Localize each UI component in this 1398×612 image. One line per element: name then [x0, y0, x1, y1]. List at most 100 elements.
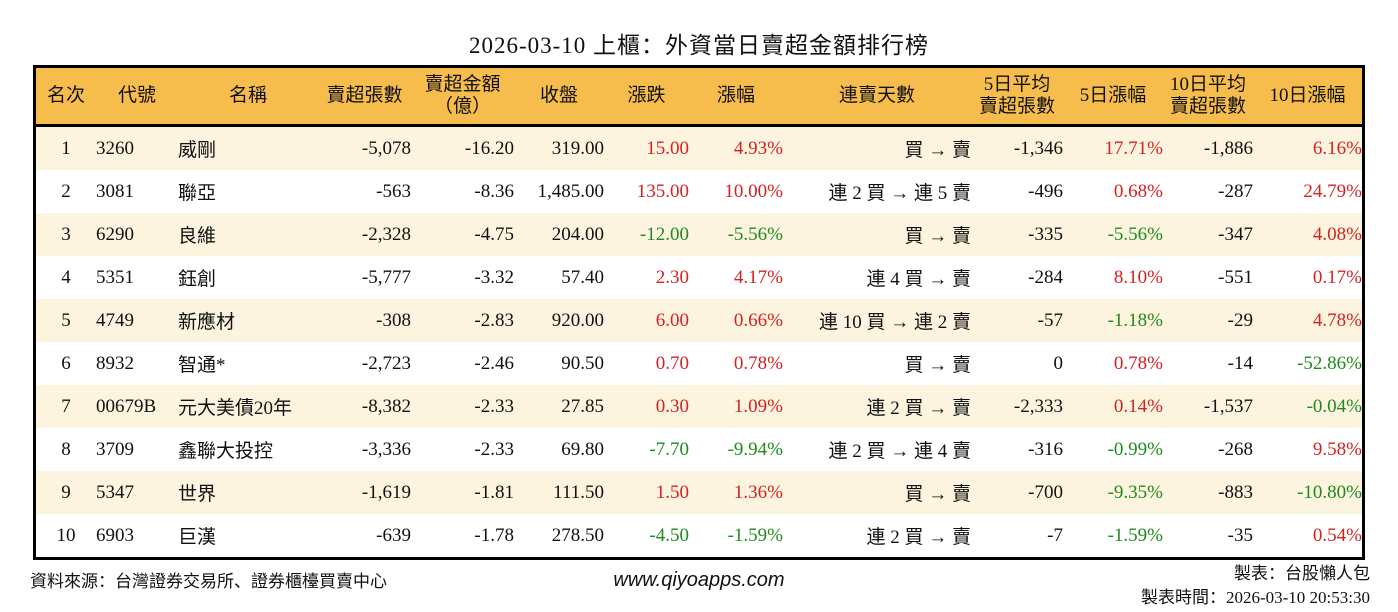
cell-name: 威剛	[178, 140, 217, 161]
cell-name: 新應材	[178, 312, 236, 333]
cell-change_pct: -1.59%	[727, 524, 783, 546]
cell-sell_volume: -639	[376, 524, 411, 546]
cell-avg10: -14	[1227, 352, 1253, 374]
cell-streak: 買 → 賣	[904, 140, 971, 161]
cell-code: 6903	[96, 524, 134, 546]
cell-avg5: -335	[1028, 223, 1063, 245]
cell-rank: 5	[61, 309, 71, 331]
cell-change: 2.30	[655, 266, 689, 288]
cell-change_pct: 0.66%	[733, 309, 783, 331]
made-time-note: 製表時間：2026-03-10 20:53:30	[1140, 588, 1370, 607]
cell-change_pct: 1.36%	[733, 481, 783, 503]
cell-pct5: -5.56%	[1107, 223, 1163, 245]
maker-note: 製表：台股懶人包	[1234, 564, 1370, 583]
col-header-rank: 名次	[46, 85, 85, 107]
cell-pct5: -9.35%	[1107, 481, 1163, 503]
cell-avg5: 0	[1053, 352, 1064, 374]
cell-avg10: -268	[1218, 438, 1253, 460]
cell-pct10: -0.04%	[1306, 395, 1362, 417]
cell-sell_amount: -2.46	[474, 352, 514, 374]
cell-sell_amount: -2.33	[474, 438, 514, 460]
cell-close: 111.50	[553, 481, 604, 503]
table-body: 1 3260 威剛 -5,078 -16.20 319.00 15.00 4.93% 買 → 賣…	[34, 125, 1364, 559]
cell-close: 1,485.00	[537, 180, 605, 202]
cell-code: 3709	[96, 438, 134, 460]
cell-rank: 7	[61, 395, 71, 417]
cell-name: 世界	[178, 484, 217, 505]
cell-change: -7.70	[649, 438, 689, 460]
cell-rank: 1	[61, 137, 71, 159]
col-header-code: 代號	[117, 85, 156, 107]
cell-name: 元大美債20年	[178, 398, 293, 419]
table-row: 1 3260 威剛 -5,078 -16.20 319.00 15.00 4.93% 買 → 賣…	[34, 125, 1364, 170]
cell-code: 00679B	[96, 395, 157, 417]
col-header-streak: 連賣天數	[838, 85, 915, 107]
cell-change_pct: -9.94%	[727, 438, 783, 460]
cell-change: 15.00	[646, 137, 689, 159]
col-header-avg5: 5日平均 賣超張數	[978, 74, 1055, 117]
cell-pct5: -0.99%	[1107, 438, 1163, 460]
cell-change_pct: 4.17%	[733, 266, 783, 288]
cell-avg10: -347	[1218, 223, 1253, 245]
cell-pct10: 9.58%	[1312, 438, 1362, 460]
cell-streak: 連 2 買 → 賣	[866, 398, 971, 419]
cell-pct10: 4.78%	[1312, 309, 1362, 331]
table-header: 名次 代號 名稱 賣超張數 賣超金額 （億） 收盤 漲跌 漲幅 連賣天數 5日平均 賣超張數 5日漲…	[34, 66, 1364, 126]
website-url: www.qiyoapps.com	[613, 569, 785, 591]
cell-avg10: -551	[1218, 266, 1253, 288]
cell-avg5: -57	[1037, 309, 1063, 331]
cell-sell_amount: -3.32	[474, 266, 514, 288]
col-header-close: 收盤	[539, 85, 578, 107]
cell-pct5: 17.71%	[1104, 137, 1163, 159]
page-title: 2026-03-10 上櫃：外資當日賣超金額排行榜	[468, 33, 930, 58]
col-header-sell_volume: 賣超張數	[326, 85, 403, 107]
cell-avg5: -316	[1028, 438, 1063, 460]
col-header-pct10: 10日漲幅	[1269, 85, 1346, 107]
cell-change_pct: -5.56%	[727, 223, 783, 245]
cell-pct5: 0.68%	[1113, 180, 1163, 202]
cell-code: 8932	[96, 352, 134, 374]
table-row: 6 8932 智通* -2,723 -2.46 90.50 0.70 0.78% 買 → 賣 0 0…	[34, 342, 1364, 385]
cell-pct10: 0.54%	[1312, 524, 1362, 546]
table-row: 8 3709 鑫聯大投控 -3,336 -2.33 69.80 -7.70 -9.94% 連 2…	[34, 428, 1364, 471]
cell-change: -4.50	[649, 524, 689, 546]
col-header-change: 漲跌	[627, 85, 666, 107]
cell-name: 良維	[178, 226, 217, 247]
col-header-change_pct: 漲幅	[716, 85, 755, 107]
data-source-note: 資料來源：台灣證券交易所、證券櫃檯買賣中心	[30, 572, 387, 591]
cell-rank: 9	[61, 481, 71, 503]
cell-avg5: -284	[1028, 266, 1063, 288]
cell-sell_volume: -2,723	[361, 352, 411, 374]
cell-sell_amount: -1.78	[474, 524, 514, 546]
cell-avg10: -29	[1227, 309, 1253, 331]
cell-close: 920.00	[551, 309, 604, 331]
cell-change: 135.00	[636, 180, 689, 202]
cell-avg10: -287	[1218, 180, 1253, 202]
cell-pct10: 24.79%	[1303, 180, 1362, 202]
cell-streak: 連 4 買 → 賣	[866, 269, 971, 290]
cell-streak: 連 2 買 → 連 4 賣	[828, 441, 971, 462]
cell-close: 27.85	[561, 395, 604, 417]
cell-rank: 4	[61, 266, 71, 288]
cell-rank: 10	[56, 524, 76, 546]
cell-name: 智通*	[178, 355, 226, 376]
cell-streak: 買 → 賣	[904, 484, 971, 505]
cell-rank: 2	[61, 180, 71, 202]
cell-pct10: 4.08%	[1312, 223, 1362, 245]
cell-streak: 連 10 買 → 連 2 賣	[818, 312, 971, 333]
cell-change_pct: 10.00%	[724, 180, 783, 202]
cell-name: 聯亞	[178, 183, 217, 204]
cell-close: 204.00	[551, 223, 604, 245]
cell-sell_amount: -16.20	[464, 137, 514, 159]
table-row: 3 6290 良維 -2,328 -4.75 204.00 -12.00 -5.56% 買 → …	[34, 213, 1364, 256]
cell-close: 319.00	[551, 137, 604, 159]
cell-sell_amount: -2.33	[474, 395, 514, 417]
cell-change_pct: 4.93%	[733, 137, 783, 159]
table-row: 5 4749 新應材 -308 -2.83 920.00 6.00 0.66% 連 10 買 →…	[34, 299, 1364, 342]
cell-close: 90.50	[561, 352, 604, 374]
cell-sell_amount: -8.36	[474, 180, 514, 202]
cell-sell_volume: -1,619	[361, 481, 411, 503]
cell-sell_volume: -563	[376, 180, 411, 202]
ranking-table: 名次 代號 名稱 賣超張數 賣超金額 （億） 收盤 漲跌 漲幅 連賣天數 5日平均 賣超張數 5日漲…	[33, 65, 1365, 560]
col-header-name: 名稱	[228, 85, 267, 107]
